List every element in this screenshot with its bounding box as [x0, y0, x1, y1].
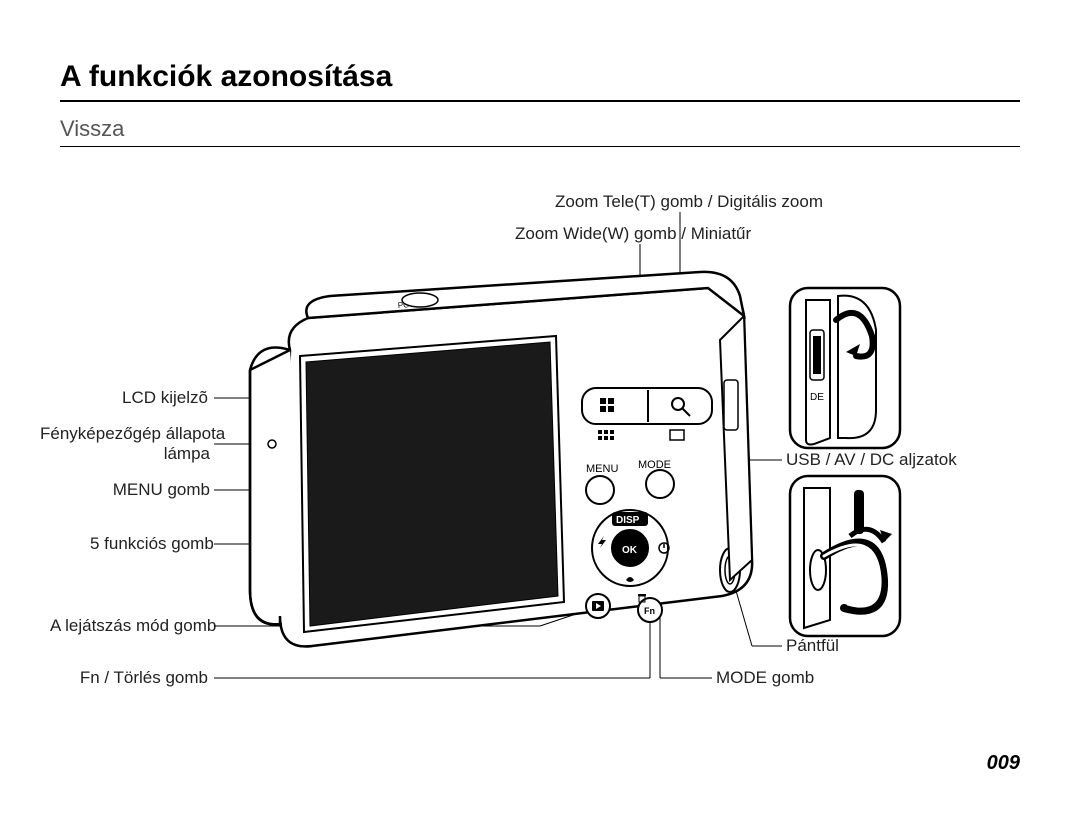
camera-illustration: MENU MODE OK DISP: [0, 0, 1080, 815]
text-ok: OK: [622, 545, 638, 556]
svg-text:Fn: Fn: [644, 606, 655, 616]
text-mode: MODE: [638, 459, 671, 471]
text-disp: DISP: [616, 515, 640, 526]
text-de: DE: [810, 392, 824, 403]
text-menu: MENU: [586, 463, 618, 475]
page-number: 009: [987, 752, 1020, 775]
page: A funkciók azonosítása Vissza Zoom Tele(…: [0, 0, 1080, 815]
